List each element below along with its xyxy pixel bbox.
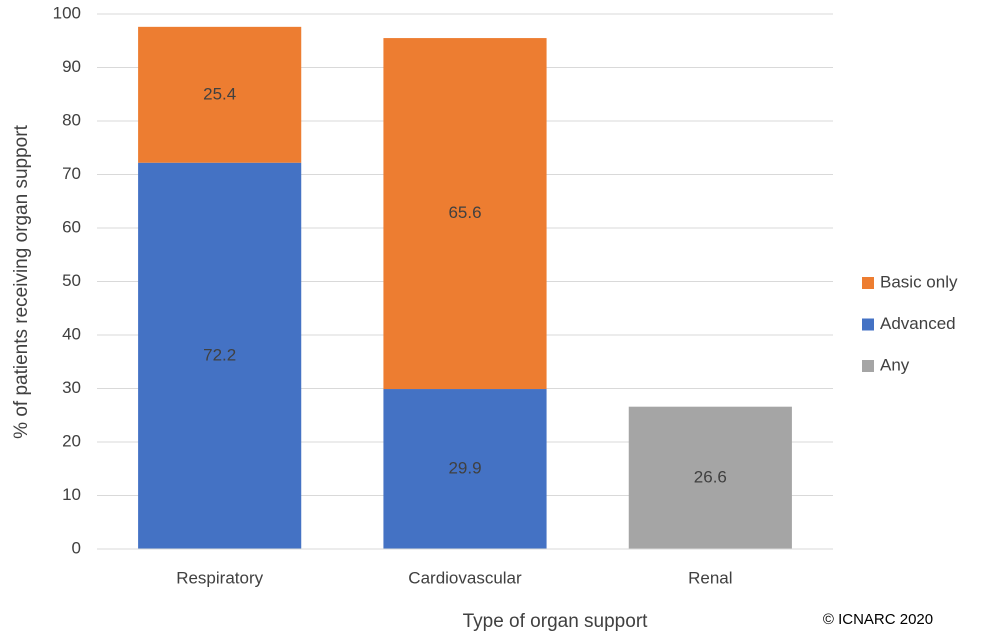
x-tick-label: Respiratory <box>176 568 263 587</box>
legend-label: Advanced <box>880 314 956 333</box>
y-tick-label: 10 <box>62 485 81 504</box>
data-label: 72.2 <box>203 345 236 364</box>
bar-segment <box>628 406 792 549</box>
legend-swatch <box>862 277 874 289</box>
bar-segment <box>138 26 302 163</box>
y-tick-label: 90 <box>62 57 81 76</box>
data-label: 29.9 <box>448 459 481 478</box>
y-tick-label: 20 <box>62 431 81 450</box>
y-tick-label: 30 <box>62 378 81 397</box>
y-tick-label: 40 <box>62 324 81 343</box>
y-tick-label: 100 <box>53 3 81 22</box>
legend-swatch <box>862 318 874 331</box>
y-tick-label: 60 <box>62 217 81 236</box>
x-tick-label: Renal <box>688 568 732 587</box>
legend-label: Basic only <box>880 272 958 291</box>
legend-swatch <box>862 360 874 372</box>
x-tick-label: Cardiovascular <box>408 568 522 587</box>
y-tick-label: 80 <box>62 110 81 129</box>
data-label: 65.6 <box>448 203 481 222</box>
bar-segment <box>383 38 547 390</box>
bar-segment <box>138 162 302 550</box>
x-axis-title: Type of organ support <box>463 611 649 632</box>
y-tick-label: 50 <box>62 271 81 290</box>
y-tick-label: 0 <box>72 538 81 557</box>
bar-segment <box>383 389 547 549</box>
legend-label: Any <box>880 355 910 374</box>
source-note: © ICNARC 2020 <box>823 611 933 628</box>
data-label: 25.4 <box>203 84 236 103</box>
y-tick-label: 70 <box>62 164 81 183</box>
y-axis-title: % of patients receiving organ support <box>11 124 32 438</box>
data-label: 26.6 <box>694 467 727 486</box>
